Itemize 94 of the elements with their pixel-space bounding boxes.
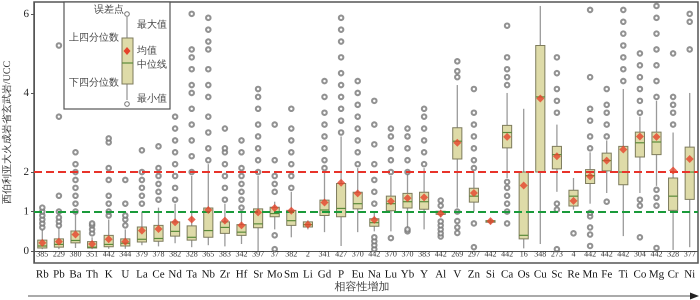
x-tick-label: Ti bbox=[618, 268, 628, 280]
y-axis-title: 西伯利亚大火成岩省玄武岩/UCC bbox=[1, 60, 14, 204]
annotation: 442 bbox=[368, 250, 380, 258]
x-tick-label: Zn bbox=[468, 268, 480, 280]
x-tick-label: Co bbox=[633, 268, 647, 280]
annotation: 344 bbox=[119, 250, 132, 258]
annotation: 341 bbox=[318, 250, 330, 258]
annotation: 297 bbox=[468, 250, 480, 258]
x-tick-label: Re bbox=[567, 268, 580, 280]
annotation: 442 bbox=[501, 250, 514, 258]
annotation: 382 bbox=[169, 250, 182, 258]
x-tick-label: Sc bbox=[551, 268, 563, 280]
annotation: 351 bbox=[86, 250, 98, 258]
annotation: 427 bbox=[335, 250, 348, 258]
annotation: 383 bbox=[418, 250, 430, 258]
x-tick-label: La bbox=[136, 268, 148, 280]
x-tick-label: Y bbox=[420, 268, 428, 280]
x-tick-label: Na bbox=[368, 268, 381, 280]
y-tick-label: 0 bbox=[24, 245, 30, 258]
x-tick-label: Hf bbox=[236, 268, 248, 280]
x-tick-label: Rb bbox=[36, 268, 50, 280]
x-tick-label: Al bbox=[435, 268, 446, 280]
x-tick-label: Pb bbox=[53, 268, 66, 280]
annotation: 2 bbox=[306, 250, 310, 258]
annotation: 397 bbox=[252, 250, 264, 258]
x-tick-label: Ce bbox=[152, 268, 165, 280]
annotation: 383 bbox=[218, 250, 231, 258]
x-tick-label: Sr bbox=[253, 268, 264, 280]
x-tick-label: Ca bbox=[500, 268, 514, 280]
annotation: 328 bbox=[667, 250, 680, 258]
x-tick-label: Gd bbox=[318, 268, 332, 280]
annotation: 均值 bbox=[137, 46, 157, 56]
annotation: 4 bbox=[572, 250, 576, 258]
x-tick-label: Eu bbox=[352, 268, 364, 280]
x-tick-label: K bbox=[104, 268, 113, 280]
x-tick-label: Li bbox=[303, 268, 313, 280]
annotation: 378 bbox=[152, 250, 164, 258]
x-tick-label: Os bbox=[518, 268, 530, 280]
annotation: 442 bbox=[484, 250, 496, 258]
x-tick-label: Mg bbox=[648, 268, 665, 280]
annotation: 229 bbox=[52, 250, 65, 258]
annotation: 273 bbox=[550, 250, 563, 258]
annotation: 370 bbox=[402, 250, 414, 258]
annotation: 上四分位数 bbox=[69, 32, 119, 44]
x-tick-label: P bbox=[338, 268, 344, 280]
annotation: 37 bbox=[270, 250, 279, 258]
annotation: 365 bbox=[202, 250, 214, 258]
annotation: 379 bbox=[136, 250, 148, 258]
x-tick-label: Ta bbox=[186, 268, 198, 280]
x-tick-label: Th bbox=[86, 268, 99, 280]
x-tick-label: Si bbox=[486, 268, 496, 280]
annotation: 385 bbox=[36, 250, 48, 258]
x-tick-label: V bbox=[453, 268, 462, 280]
x-tick-label: Zr bbox=[220, 268, 230, 280]
annotation: 377 bbox=[684, 250, 696, 258]
annotation: 442 bbox=[617, 250, 630, 258]
annotation: 348 bbox=[534, 250, 546, 258]
annotation: 442 bbox=[600, 250, 613, 258]
x-tick-label: Sm bbox=[284, 268, 300, 280]
annotation: 16 bbox=[520, 250, 528, 258]
x-tick-label: Nb bbox=[202, 268, 216, 280]
x-tick-label: U bbox=[121, 268, 130, 280]
annotation: 最大值 bbox=[137, 20, 167, 30]
annotation: 380 bbox=[70, 250, 82, 258]
annotation: 442 bbox=[102, 250, 115, 258]
annotation: 442 bbox=[584, 250, 596, 258]
annotation: 下四分位数 bbox=[69, 78, 119, 88]
x-tick-label: Nd bbox=[168, 268, 182, 280]
x-axis-title: 相容性增加 bbox=[334, 280, 390, 293]
x-tick-label: Mn bbox=[582, 268, 598, 280]
y-tick-label: 6 bbox=[24, 8, 30, 20]
x-tick-label: Cr bbox=[668, 268, 679, 280]
annotation: 269 bbox=[451, 250, 464, 258]
y-tick-label: 4 bbox=[24, 86, 30, 99]
annotation: 442 bbox=[650, 250, 662, 258]
x-tick-label: Mo bbox=[267, 268, 283, 280]
y-tick-label: 2 bbox=[24, 166, 29, 178]
x-tick-label: Yb bbox=[400, 268, 415, 280]
x-tick-label: Lu bbox=[384, 268, 398, 280]
x-tick-label: Fe bbox=[601, 268, 612, 280]
annotation: 442 bbox=[434, 250, 447, 258]
annotation: 342 bbox=[236, 250, 248, 258]
y-tick-label: 1 bbox=[24, 206, 29, 218]
annotation: 304 bbox=[634, 250, 646, 258]
annotation: 误差点 bbox=[94, 4, 124, 16]
annotation: 328 bbox=[186, 250, 198, 258]
x-tick-label: Ni bbox=[684, 268, 696, 280]
annotation: 370 bbox=[352, 250, 364, 258]
x-tick-label: Cu bbox=[534, 268, 548, 280]
annotation: 382 bbox=[285, 250, 298, 258]
x-tick-label: Ba bbox=[69, 268, 82, 280]
annotation: 中位线 bbox=[137, 60, 167, 70]
annotation: 370 bbox=[384, 250, 397, 258]
annotation: 最小值 bbox=[137, 94, 167, 104]
